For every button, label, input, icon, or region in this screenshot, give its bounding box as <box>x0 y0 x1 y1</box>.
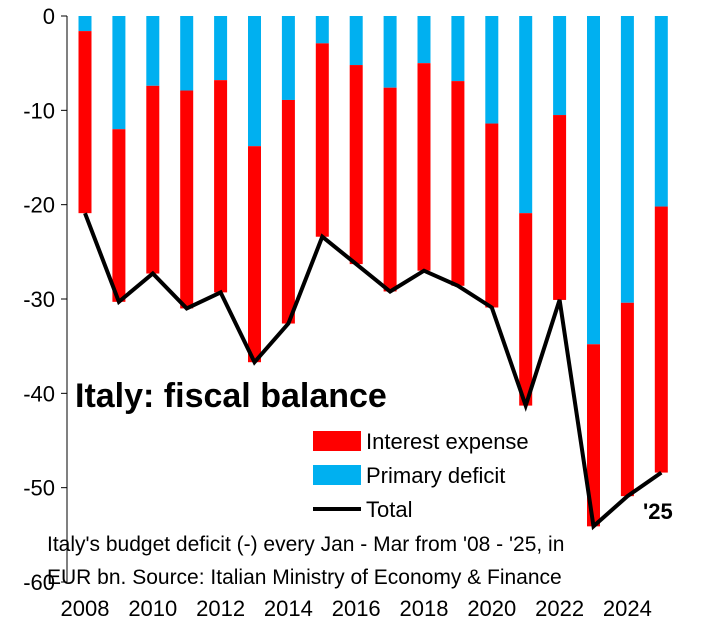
x-tick-label: 2008 <box>61 596 110 621</box>
x-tick-label: 2010 <box>128 596 177 621</box>
legend-swatch-interest <box>313 431 361 451</box>
bar-interest-expense-2009 <box>112 129 126 302</box>
bar-interest-expense-2011 <box>180 90 194 309</box>
bar-primary-deficit-2024 <box>620 16 634 303</box>
bar-interest-expense-2012 <box>214 80 228 293</box>
x-tick-label: 2022 <box>535 596 584 621</box>
source-note-line-1: Italy's budget deficit (-) every Jan - M… <box>47 533 564 556</box>
bar-interest-expense-2016 <box>349 65 363 265</box>
bar-primary-deficit-2013 <box>248 16 261 147</box>
x-tick-label: 2016 <box>332 596 381 621</box>
y-axis-ticks: 0 -10 -20 -30 -40 -50 -60 <box>23 4 67 595</box>
total-line <box>83 212 663 531</box>
bar-primary-deficit-2025 <box>654 16 668 207</box>
bar-primary-deficit-2008 <box>78 16 92 32</box>
x-tick-label: 2018 <box>400 596 449 621</box>
bar-interest-expense-2018 <box>417 63 431 271</box>
bar-primary-deficit-2021 <box>519 16 533 214</box>
bar-primary-deficit-2012 <box>214 16 228 81</box>
bar-primary-deficit-2019 <box>451 16 465 82</box>
bar-interest-expense-2014 <box>281 99 295 324</box>
y-tick-label: 0 <box>43 4 55 29</box>
y-tick-label: -20 <box>23 193 55 218</box>
y-tick-label: -60 <box>23 570 55 595</box>
bars-layer <box>78 16 668 527</box>
bar-primary-deficit-2016 <box>349 16 363 66</box>
bar-interest-expense-2022 <box>553 115 567 300</box>
bar-primary-deficit-2023 <box>587 16 600 345</box>
bar-interest-expense-2008 <box>78 31 92 214</box>
y-tick-label: -30 <box>23 287 55 312</box>
bar-interest-expense-2017 <box>383 87 397 292</box>
bar-interest-expense-2024 <box>620 302 634 497</box>
bar-primary-deficit-2018 <box>417 16 431 64</box>
bar-interest-expense-2019 <box>451 81 465 286</box>
legend-label-total: Total <box>366 497 412 522</box>
legend-swatch-primary <box>313 465 361 485</box>
bar-primary-deficit-2015 <box>315 16 329 44</box>
x-tick-label: 2020 <box>467 596 516 621</box>
bar-primary-deficit-2009 <box>112 16 126 130</box>
legend-label-interest: Interest expense <box>366 429 529 454</box>
bar-primary-deficit-2011 <box>180 16 194 91</box>
y-tick-label: -40 <box>23 381 55 406</box>
source-note-line-2: EUR bn. Source: Italian Ministry of Econ… <box>47 566 562 589</box>
bar-primary-deficit-2017 <box>383 16 397 88</box>
bar-interest-expense-2025 <box>654 206 668 473</box>
bar-interest-expense-2010 <box>146 85 160 274</box>
bar-interest-expense-2013 <box>248 146 261 363</box>
bar-interest-expense-2023 <box>587 344 600 527</box>
bar-primary-deficit-2014 <box>281 16 295 100</box>
x-tick-label: 2024 <box>603 596 652 621</box>
legend-label-primary: Primary deficit <box>366 463 505 488</box>
bar-primary-deficit-2022 <box>553 16 567 116</box>
x-tick-label: 2014 <box>264 596 313 621</box>
bar-interest-expense-2021 <box>519 213 533 406</box>
y-tick-label: -50 <box>23 476 55 501</box>
y-tick-label: -10 <box>23 98 55 123</box>
chart-title: Italy: fiscal balance <box>75 377 387 415</box>
bar-primary-deficit-2020 <box>485 16 499 124</box>
annotation-2025: '25 <box>643 499 673 524</box>
legend: Interest expense Primary deficit Total <box>313 429 529 522</box>
bar-primary-deficit-2010 <box>146 16 160 86</box>
x-tick-label: 2012 <box>196 596 245 621</box>
bar-interest-expense-2020 <box>485 123 499 308</box>
x-axis-ticks: 2008 2010 2012 2014 2016 2018 2020 2022 2024 <box>61 596 652 621</box>
bar-interest-expense-2015 <box>315 43 329 237</box>
